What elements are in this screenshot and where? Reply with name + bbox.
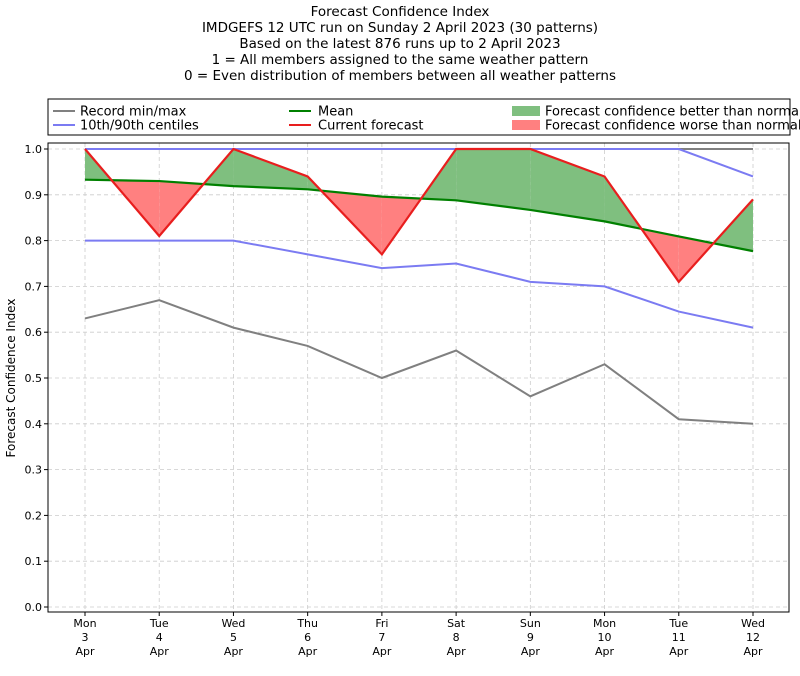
- fill-better-than-normal: [456, 149, 531, 210]
- y-tick-label: 0.4: [25, 418, 43, 431]
- chart-subtitle-based-on: Based on the latest 876 runs up to 2 Apr…: [239, 36, 561, 52]
- legend-label-centiles: 10th/90th centiles: [80, 119, 199, 134]
- y-tick-label: 0.3: [25, 464, 43, 477]
- confidence-fills: [85, 149, 753, 282]
- chart-subtitle-one-meaning: 1 = All members assigned to the same wea…: [211, 52, 589, 68]
- x-tick-label: Thu 6 Apr: [296, 617, 318, 658]
- chart-subtitle-zero-meaning: 0 = Even distribution of members between…: [183, 68, 617, 84]
- chart-subtitle-run: IMDGEFS 12 UTC run on Sunday 2 April 202…: [201, 20, 599, 36]
- x-tick-label: Mon 3 Apr: [73, 617, 96, 658]
- fill-better-than-normal: [713, 199, 753, 252]
- x-tick-label: Sun 9 Apr: [520, 617, 541, 658]
- x-tick-label: Mon 10 Apr: [593, 617, 616, 658]
- x-axis: Mon 3 Apr Tue 4 Apr Wed 5 Apr Thu 6 Apr Fri 7 Apr Sat 8 A…: [73, 612, 765, 658]
- legend-label-current: Current forecast: [318, 119, 424, 134]
- y-tick-label: 0.5: [25, 372, 43, 385]
- legend-label-record: Record min/max: [80, 105, 187, 120]
- y-tick-label: 0.7: [25, 280, 43, 293]
- legend-label-worse: Forecast confidence worse than normal: [545, 119, 800, 134]
- fill-worse-than-normal: [678, 236, 714, 282]
- x-tick-label: Fri 7 Apr: [372, 617, 392, 658]
- legend: Record min/max 10th/90th centiles Mean C…: [47, 98, 800, 136]
- legend-swatch-worse: [512, 120, 540, 130]
- y-tick-label: 0.2: [25, 509, 43, 522]
- y-axis-label: Forecast Confidence Index: [4, 299, 18, 458]
- series-lines: [84, 147, 754, 425]
- x-tick-label: Sat 8 Apr: [447, 617, 467, 658]
- series-line-record-min: [84, 299, 754, 425]
- fill-better-than-normal: [530, 149, 605, 222]
- x-tick-label: Wed 5 Apr: [221, 617, 245, 658]
- y-tick-label: 0.0: [25, 601, 43, 614]
- chart-title-block: Forecast Confidence Index IMDGEFS 12 UTC…: [0, 4, 800, 84]
- x-tick-label: Tue 4 Apr: [149, 617, 169, 658]
- legend-label-mean: Mean: [318, 105, 353, 120]
- series-line-p10: [85, 239, 754, 329]
- y-tick-label: 0.9: [25, 189, 43, 202]
- y-axis: 0.0 0.1 0.2 0.3 0.4 0.5 0.6 0.7 0.8 0.9 1.0: [25, 143, 48, 614]
- fill-better-than-normal: [233, 149, 308, 190]
- x-tick-label: Wed 12 Apr: [741, 617, 765, 658]
- series-line-p90: [85, 148, 754, 178]
- chart-title: Forecast Confidence Index: [310, 4, 490, 20]
- legend-swatch-better: [512, 106, 540, 116]
- legend-frame: [47, 98, 791, 136]
- y-tick-label: 0.6: [25, 326, 43, 339]
- y-tick-label: 0.1: [25, 555, 43, 568]
- y-tick-label: 1.0: [25, 143, 43, 156]
- fill-worse-than-normal: [111, 180, 160, 237]
- y-tick-label: 0.8: [25, 235, 43, 248]
- legend-label-better: Forecast confidence better than normal: [545, 105, 800, 120]
- x-tick-label: Tue 11 Apr: [668, 617, 688, 658]
- series-line-current: [84, 147, 754, 284]
